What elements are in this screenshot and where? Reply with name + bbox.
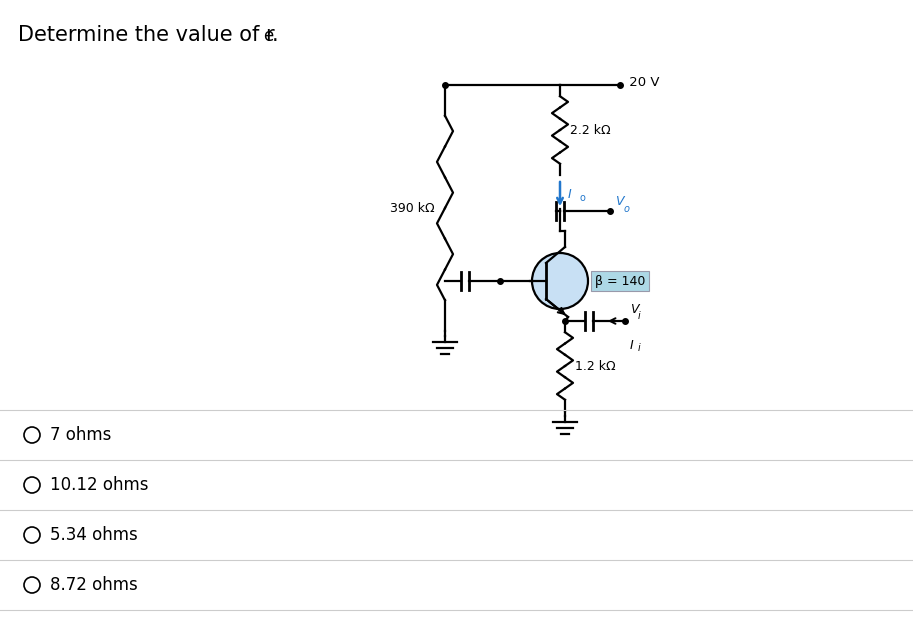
- Text: e: e: [263, 27, 273, 45]
- Text: 1.2 kΩ: 1.2 kΩ: [575, 359, 615, 372]
- Text: Determine the value of r: Determine the value of r: [18, 25, 275, 45]
- Text: V: V: [630, 303, 638, 316]
- Text: I: I: [568, 188, 572, 201]
- Text: 5.34 ohms: 5.34 ohms: [50, 526, 138, 544]
- Text: 10.12 ohms: 10.12 ohms: [50, 476, 149, 494]
- Text: 8.72 ohms: 8.72 ohms: [50, 576, 138, 594]
- Text: o: o: [579, 193, 585, 203]
- Text: β = 140: β = 140: [595, 274, 645, 288]
- Text: 7 ohms: 7 ohms: [50, 426, 111, 444]
- Text: i: i: [638, 343, 641, 353]
- Text: 2.2 kΩ: 2.2 kΩ: [570, 124, 611, 136]
- Text: 20 V: 20 V: [625, 76, 659, 89]
- Text: I: I: [630, 339, 634, 352]
- Text: .: .: [272, 25, 278, 45]
- Text: o: o: [624, 204, 630, 214]
- Text: 390 kΩ: 390 kΩ: [390, 201, 435, 214]
- Text: i: i: [638, 311, 641, 321]
- Circle shape: [532, 253, 588, 309]
- Text: V: V: [615, 195, 624, 208]
